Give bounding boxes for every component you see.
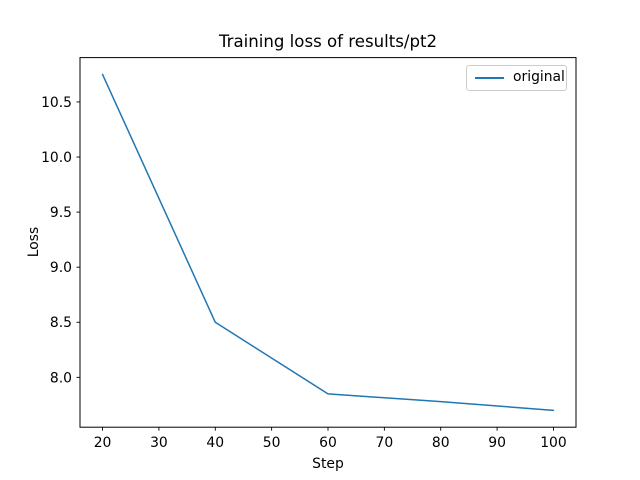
y-tick-label: 9.5 — [50, 205, 72, 221]
series-line-original — [101, 73, 555, 412]
x-tick-label: 30 — [150, 435, 168, 451]
y-tick-label: 8.0 — [50, 370, 72, 386]
legend-line-sample — [475, 77, 504, 79]
axes-spines — [79, 57, 577, 428]
x-tick-label: 100 — [540, 435, 567, 451]
chart-title: Training loss of results/pt2 — [218, 32, 438, 51]
x-tick-label: 20 — [94, 435, 112, 451]
x-tick-label: 60 — [319, 435, 337, 451]
legend: original — [466, 65, 567, 91]
x-tick-label: 40 — [206, 435, 224, 451]
y-tick-label: 9.0 — [50, 260, 72, 276]
y-tick-label: 10.5 — [41, 95, 72, 111]
x-tick-label: 90 — [488, 435, 506, 451]
y-tick-label: 8.5 — [50, 315, 72, 331]
legend-entry-label: original — [513, 69, 565, 86]
x-axis-label: Step — [312, 456, 344, 472]
x-tick-label: 80 — [432, 435, 450, 451]
y-tick-label: 10.0 — [41, 150, 72, 166]
x-tick-label: 70 — [376, 435, 394, 451]
y-axis-label: Loss — [26, 226, 43, 258]
x-tick-label: 50 — [263, 435, 281, 451]
